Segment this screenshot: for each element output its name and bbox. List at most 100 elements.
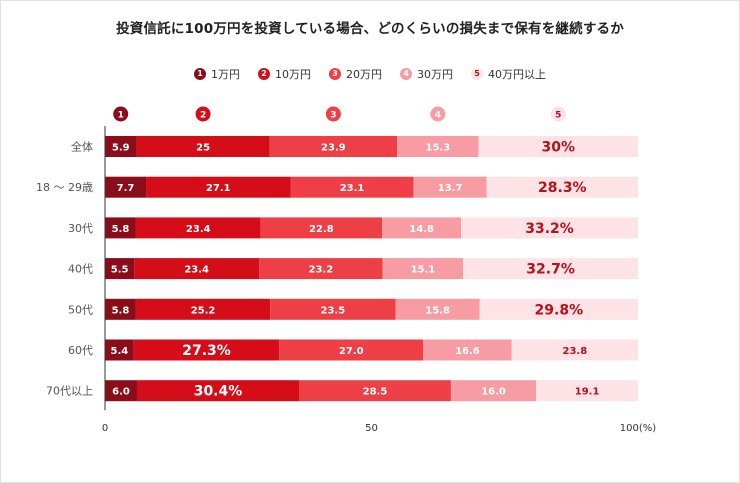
bar-segment (461, 217, 638, 239)
segment-marker (113, 106, 129, 122)
data-label: 14.8 (409, 224, 434, 235)
legend: 1 1万円 2 10万円 3 20万円 4 30万円 5 40万円以上 (0, 66, 740, 82)
x-tick-label: 100(%) (620, 423, 656, 434)
bar-segment (299, 380, 451, 402)
bar-segment (397, 136, 479, 157)
data-label: 27.0 (339, 346, 364, 357)
bar-segment (133, 339, 280, 361)
segment-marker-label: 4 (435, 111, 441, 121)
data-label: 28.3% (538, 180, 587, 196)
segment-marker (550, 106, 566, 122)
category-label: 30代 (68, 222, 93, 235)
data-label: 15.1 (411, 265, 436, 276)
category-label: 全体 (71, 140, 93, 154)
data-label: 13.7 (438, 183, 463, 194)
bar-segment (146, 176, 291, 198)
bar-segment (395, 298, 480, 320)
legend-item-3: 3 20万円 (329, 66, 382, 82)
bar-segment (279, 339, 424, 361)
legend-marker: 5 (471, 68, 483, 80)
bar-segment (135, 217, 261, 239)
data-label: 19.1 (575, 387, 600, 398)
data-label: 15.8 (425, 305, 450, 316)
bar-segment (536, 380, 638, 402)
bar-segment (105, 176, 147, 198)
chart-title: 投資信託に100万円を投資している場合、どのくらいの損失まで保有を継続するか (116, 21, 624, 37)
bar-segment (134, 258, 260, 280)
data-label: 5.8 (112, 305, 130, 316)
x-tick-label: 0 (102, 423, 108, 434)
x-tick-label: 50 (365, 423, 378, 434)
segment-marker-label: 5 (555, 111, 561, 121)
data-label: 23.8 (562, 346, 587, 357)
legend-marker: 3 (329, 68, 341, 80)
data-label: 25 (196, 143, 210, 154)
segment-marker-label: 1 (118, 111, 124, 121)
data-label: 30.4% (194, 384, 243, 400)
legend-marker: 1 (194, 68, 206, 80)
data-label: 33.2% (525, 221, 574, 237)
bar-segment (450, 380, 537, 402)
bar-segment (423, 339, 512, 361)
bar-segment (136, 136, 270, 157)
segment-marker-label: 2 (200, 111, 206, 121)
data-label: 27.3% (182, 343, 231, 359)
data-label: 5.5 (111, 265, 129, 276)
legend-label: 40万円以上 (488, 68, 546, 81)
category-label: 70代以上 (46, 385, 93, 398)
data-label: 28.5 (363, 387, 388, 398)
bar-segment (511, 339, 638, 361)
category-label: 40代 (68, 263, 93, 276)
bar-segment (105, 217, 136, 239)
bar-segment (479, 298, 638, 320)
bar-segment (260, 217, 383, 239)
bar-segment (463, 258, 638, 280)
category-label: 18 ～ 29歳 (36, 181, 93, 194)
data-label: 5.9 (112, 143, 130, 154)
data-label: 29.8% (535, 302, 584, 318)
data-label: 27.1 (206, 183, 231, 194)
data-label: 6.0 (112, 387, 130, 398)
bar-segment (105, 339, 134, 361)
legend-item-4: 4 30万円 (400, 66, 453, 82)
data-label: 23.5 (321, 305, 346, 316)
bar-segment (136, 380, 300, 402)
legend-marker: 2 (258, 68, 270, 80)
bar-segment (105, 136, 137, 157)
bar-segment (269, 136, 398, 157)
legend-label: 30万円 (417, 68, 453, 81)
data-label: 23.2 (309, 265, 334, 276)
data-label: 30% (542, 140, 576, 156)
legend-item-2: 2 10万円 (258, 66, 311, 82)
data-label: 23.4 (186, 224, 211, 235)
bar-segment (478, 136, 638, 157)
bar-segment (259, 258, 383, 280)
data-label: 16.6 (455, 346, 480, 357)
bar-segment (486, 176, 638, 198)
legend-item-5: 5 40万円以上 (471, 66, 546, 82)
data-label: 23.1 (340, 183, 365, 194)
segment-marker (430, 106, 446, 122)
bar-segment (105, 298, 136, 320)
data-label: 23.4 (184, 265, 209, 276)
category-label: 50代 (68, 303, 93, 316)
bar-segment (135, 298, 271, 320)
data-label: 15.3 (426, 143, 451, 154)
segment-marker (195, 106, 211, 122)
data-label: 25.2 (191, 305, 216, 316)
legend-marker: 4 (400, 68, 412, 80)
data-label: 32.7% (526, 262, 575, 278)
bar-segment (413, 176, 487, 198)
legend-label: 1万円 (211, 68, 240, 81)
data-label: 16.0 (481, 387, 506, 398)
legend-label: 10万円 (275, 68, 311, 81)
legend-item-1: 1 1万円 (194, 66, 240, 82)
segment-marker-label: 3 (330, 111, 336, 121)
bar-segment (105, 380, 137, 402)
bar-segment (382, 217, 462, 239)
category-label: 60代 (68, 344, 93, 357)
data-label: 5.8 (112, 224, 130, 235)
bar-segment (290, 176, 414, 198)
bar-segment (105, 258, 135, 280)
